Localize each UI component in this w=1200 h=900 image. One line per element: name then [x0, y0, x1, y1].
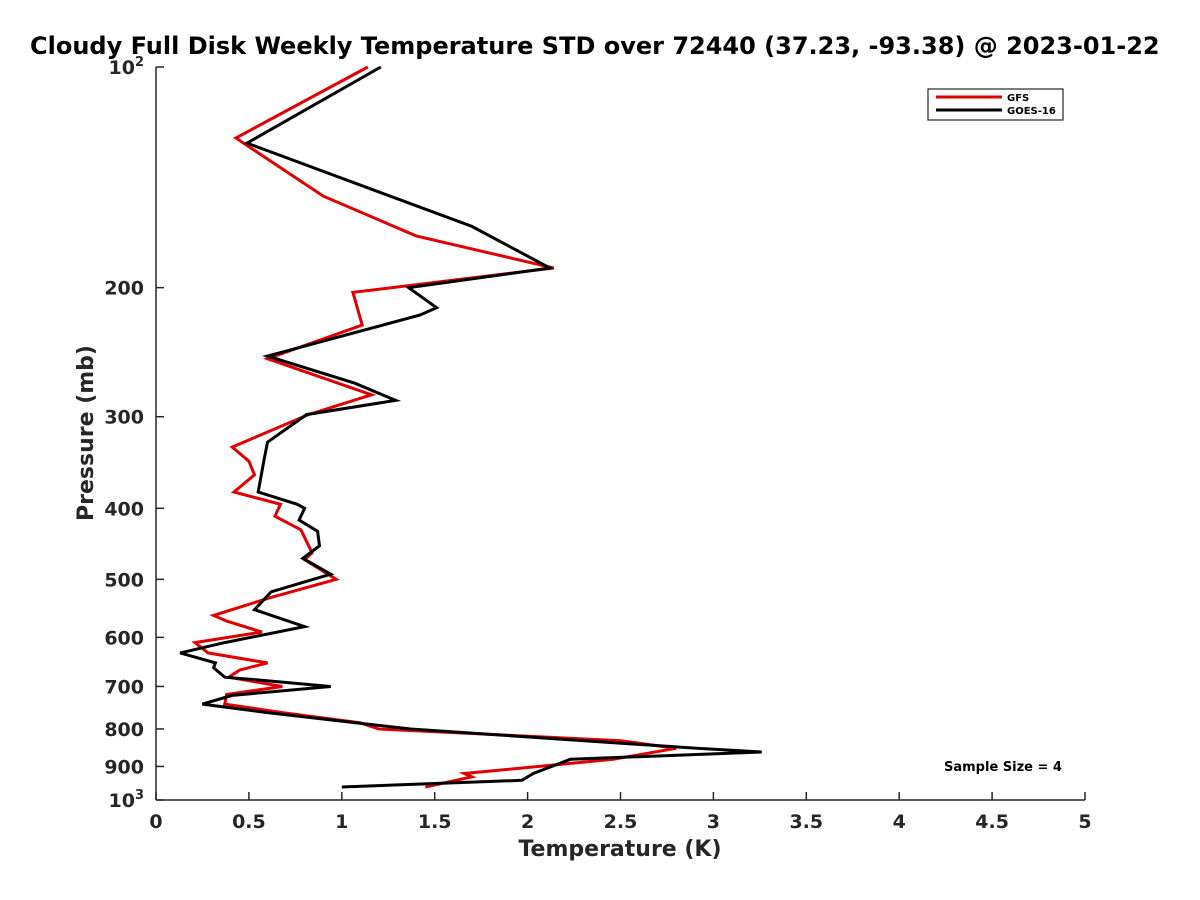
x-tick-label: 2 [521, 811, 534, 833]
series-line-1 [179, 65, 762, 789]
y-tick-label: 500 [104, 569, 144, 591]
sample-size-annotation: Sample Size = 4 [944, 760, 1062, 775]
y-axis-label: Pressure (mb) [74, 345, 99, 521]
x-tick-label: 4.5 [975, 811, 1009, 833]
x-tick-label: 4 [893, 811, 906, 833]
y-tick-label: 102 [109, 55, 145, 79]
x-tick-label: 0 [149, 811, 162, 833]
y-tick-label: 200 [104, 278, 144, 300]
axes-layer: 0 0.5 1 1.5 2 2.5 3 3.5 4 4.5 5 102 200 300 400 500 600 7… [104, 55, 1091, 833]
y-tick-label: 800 [104, 719, 144, 741]
x-tick-label: 1 [335, 811, 348, 833]
x-tick-label: 1.5 [418, 811, 452, 833]
x-axis-label: Temperature (K) [518, 837, 721, 862]
x-tick-label: 5 [1078, 811, 1091, 833]
series-layer [179, 65, 762, 789]
x-tick-label: 0.5 [232, 811, 266, 833]
y-tick-label: 700 [104, 676, 144, 698]
y-tick-label: 103 [109, 788, 145, 812]
x-tick-label: 3 [707, 811, 720, 833]
legend-label-0: GFS [1007, 93, 1029, 104]
legend: GFS GOES-16 [927, 88, 1064, 121]
x-tick-label: 3.5 [789, 811, 823, 833]
y-tick-label: 300 [104, 407, 144, 429]
legend-label-1: GOES-16 [1007, 106, 1056, 117]
x-tick-label: 2.5 [604, 811, 638, 833]
y-tick-label: 600 [104, 627, 144, 649]
legend-box [927, 88, 1064, 121]
y-tick-label: 900 [104, 756, 144, 778]
chart-title: Cloudy Full Disk Weekly Temperature STD … [30, 32, 1160, 60]
y-tick-label: 400 [104, 498, 144, 520]
